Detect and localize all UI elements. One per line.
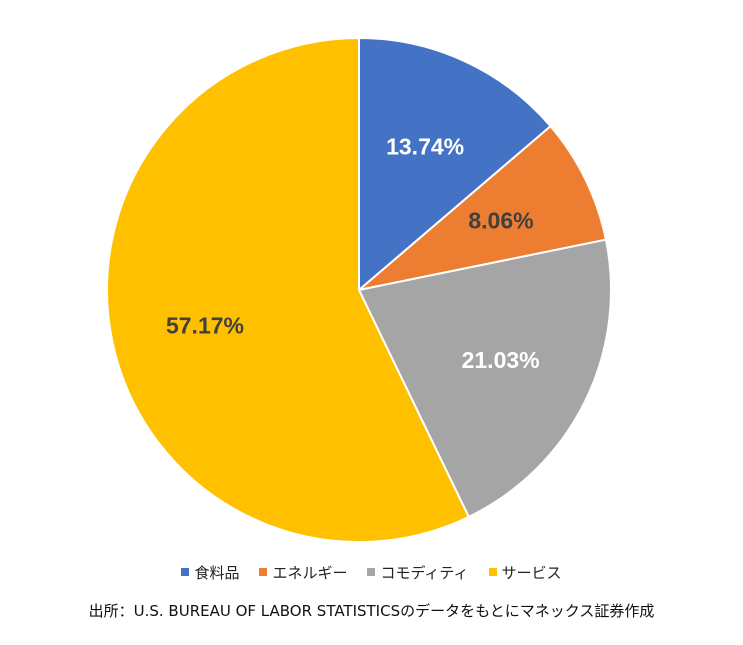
legend-swatch xyxy=(259,568,268,576)
data-label: 57.17% xyxy=(166,312,244,338)
legend-label: コモディティ xyxy=(380,563,469,582)
data-label: 21.03% xyxy=(462,347,540,373)
slice-commodity xyxy=(357,238,612,519)
legend-item-food: 食料品 xyxy=(181,562,239,583)
slice-food xyxy=(358,36,552,293)
legend: 食料品 エネルギー コモディティ サービス xyxy=(0,560,743,584)
slice-services xyxy=(106,36,471,543)
legend-item-commodity: コモディティ xyxy=(367,562,469,583)
legend-item-energy: エネルギー xyxy=(259,562,347,583)
legend-label: サービス xyxy=(501,563,562,582)
legend-label: 食料品 xyxy=(194,563,240,582)
legend-item-services: サービス xyxy=(488,562,562,583)
legend-label: エネルギー xyxy=(272,563,348,582)
slice-energy xyxy=(355,124,608,292)
source-note: 出所：U.S. BUREAU OF LABOR STATISTICSのデータをも… xyxy=(88,602,655,620)
data-label: 8.06% xyxy=(468,208,533,234)
legend-swatch xyxy=(488,568,497,576)
pie-chart: 13.74% 8.06% 21.03% 57.17% xyxy=(106,36,612,543)
legend-swatch xyxy=(367,568,376,576)
data-label: 13.74% xyxy=(386,133,464,159)
legend-swatch xyxy=(181,568,190,576)
